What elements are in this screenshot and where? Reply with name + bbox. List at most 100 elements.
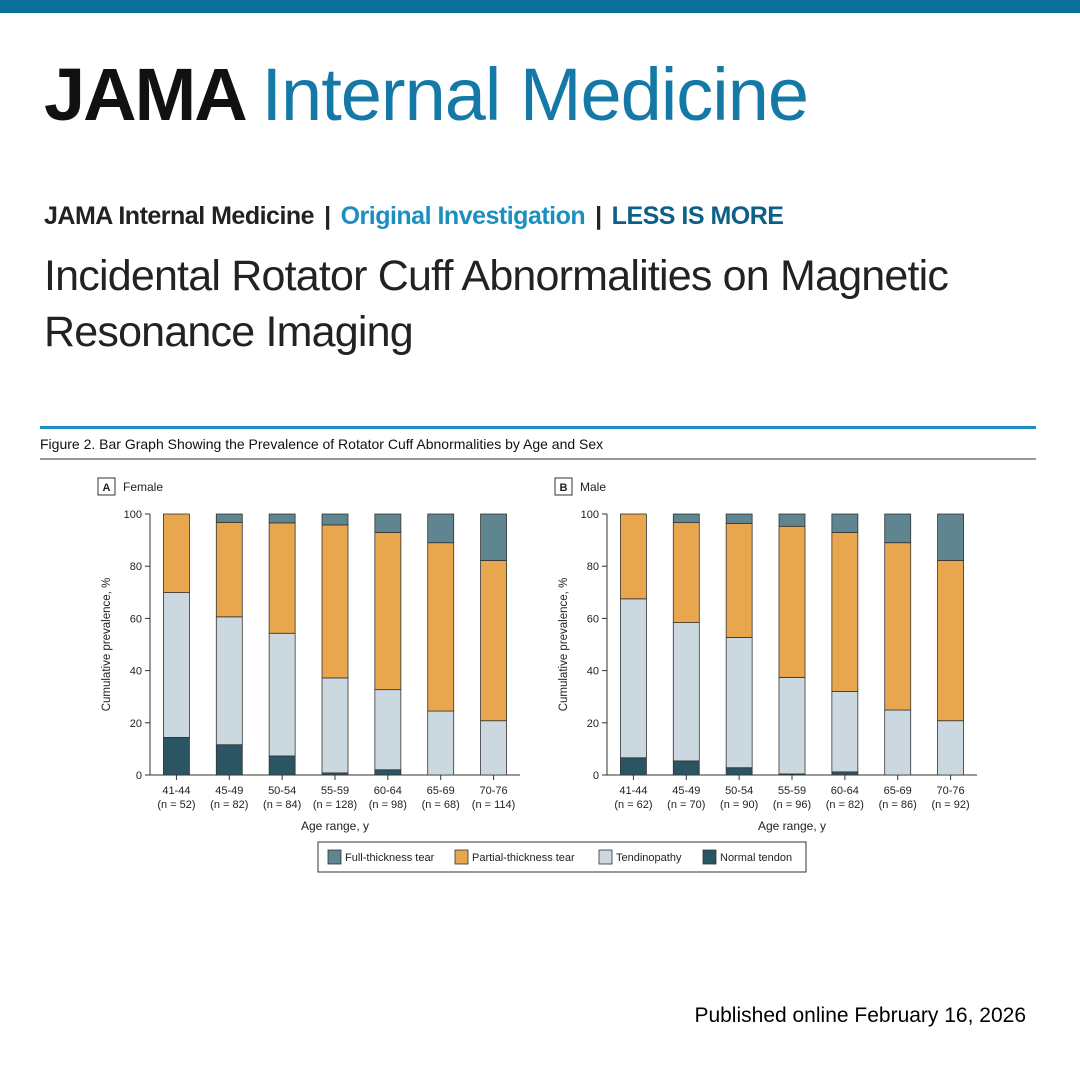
panel-female-x-n-label-55-59: (n = 128) [313,799,357,811]
panel-male-bar-60-64-partial-thickness-tear [831,532,859,692]
top-accent-bar [0,0,1080,13]
panel-female-bar-60-64-tendinopathy [374,689,402,771]
panel-male-x-tick-label-55-59: 55-59 [778,785,806,797]
panel-female-letter-box [97,477,116,496]
panel-female-bar-50-54-tendinopathy [268,632,296,757]
panel-male-x-tick-label-65-69: 65-69 [884,785,912,797]
panel-female-bar-50-54-partial-thickness-tear [268,522,296,634]
legend-full-thickness-tear-swatch [327,849,342,865]
panel-male-bar-50-54-tendinopathy [725,637,753,769]
panel-male-bar-45-49-full-thickness-tear [672,513,700,524]
panel-male-label: Male [580,480,606,494]
panel-female-bar-65-69-full-thickness-tear [427,513,455,544]
figure-top-rule [40,426,1036,429]
panel-female-bar-45-49-tendinopathy [215,616,243,746]
panel-female-bar-41-44-tendinopathy [163,592,190,738]
kicker-series: LESS IS MORE [611,202,784,230]
legend-normal-tendon-label: Normal tendon [720,852,792,864]
panel-male-bar-65-69-partial-thickness-tear [884,542,912,711]
panel-female-y-tick-label-100: 100 [124,509,142,521]
article-kicker: JAMA Internal Medicine | Original Investig… [44,202,784,231]
legend-normal-tendon-swatch [702,849,717,865]
panel-male-letter-box [554,477,573,496]
panel-male-y-tick-label-40: 40 [587,666,599,678]
panel-female-bar-70-76-full-thickness-tear [480,513,507,561]
legend-tendinopathy-label: Tendinopathy [616,852,682,864]
panel-male-bar-45-49-partial-thickness-tear [672,522,700,623]
journal-brand: JAMA Internal Medicine [44,50,810,140]
panel-male-x-n-label-70-76: (n = 92) [931,799,969,811]
published-date: Published online February 16, 2026 [694,1004,1026,1027]
panel-male-bar-45-49-tendinopathy [672,622,700,762]
panel-female-bar-55-59-full-thickness-tear [321,513,349,526]
panel-female-bar-70-76-partial-thickness-tear [480,560,507,722]
legend-tendinopathy-swatch [598,849,613,865]
panel-female-bar-60-64-partial-thickness-tear [374,532,402,691]
panel-female-y-tick-label-80: 80 [130,561,142,573]
panel-female-x-tick-label-45-49: 45-49 [215,785,243,797]
panel-male-x-tick-label-60-64: 60-64 [831,785,859,797]
panel-male-x-tick-label-50-54: 50-54 [725,785,753,797]
panel-female-x-n-label-65-69: (n = 68) [422,799,460,811]
panel-female-x-axis-label: Age range, y [301,819,369,833]
panel-female-bar-41-44-normal-tendon [163,737,190,776]
panel-female-bar-55-59-tendinopathy [321,677,349,774]
panel-female-bar-50-54-full-thickness-tear [268,513,296,524]
panel-male-bar-50-54-normal-tendon [725,767,753,776]
panel-male-y-axis-label: Cumulative prevalence, % [558,578,570,712]
kicker-separator-2: | [595,202,602,230]
panel-female-x-n-label-60-64: (n = 98) [369,799,407,811]
panel-male-x-axis-label: Age range, y [758,819,826,833]
panel-male-y-tick-label-20: 20 [587,718,599,730]
panel-male-y-tick-label-60: 60 [587,613,599,625]
panel-male-bar-50-54-full-thickness-tear [725,513,753,524]
panel-female-bar-45-49-full-thickness-tear [215,513,243,523]
panel-female-x-n-label-41-44: (n = 52) [157,799,195,811]
panel-female-bar-65-69-tendinopathy [427,710,455,776]
article-headline: Incidental Rotator Cuff Abnormalities on… [44,252,949,356]
panel-female-bar-60-64-normal-tendon [374,769,402,776]
panel-female-x-n-label-45-49: (n = 82) [210,799,248,811]
panel-female-y-tick-label-20: 20 [130,718,142,730]
panel-female-y-tick-label-60: 60 [130,613,142,625]
panel-male-x-n-label-50-54: (n = 90) [720,799,758,811]
panel-male-bar-70-76-partial-thickness-tear [937,560,964,722]
panel-male-y-tick-label-100: 100 [581,509,599,521]
panel-female-x-tick-label-55-59: 55-59 [321,785,349,797]
panel-male-x-tick-label-45-49: 45-49 [672,785,700,797]
figure-title: Figure 2. Bar Graph Showing the Prevalen… [40,436,603,452]
panel-male-bar-70-76-tendinopathy [937,720,964,776]
panel-female-x-n-label-50-54: (n = 84) [263,799,301,811]
panel-male-x-n-label-41-44: (n = 62) [614,799,652,811]
panel-male-bar-41-44-partial-thickness-tear [620,513,647,600]
panel-male-bar-45-49-normal-tendon [672,760,700,776]
panel-male-bar-60-64-normal-tendon [831,771,859,776]
panel-female-bar-55-59-partial-thickness-tear [321,524,349,679]
kicker-journal: JAMA Internal Medicine [44,202,315,230]
legend-partial-thickness-tear-label: Partial-thickness tear [472,852,575,864]
legend-box [317,841,807,873]
panel-male-bar-65-69-tendinopathy [884,709,912,776]
kicker-separator-1: | [324,202,331,230]
panel-male-x-n-label-45-49: (n = 70) [667,799,705,811]
legend-partial-thickness-tear-swatch [454,849,469,865]
panel-female-x-tick-label-70-76: 70-76 [480,785,508,797]
panel-male-x-n-label-55-59: (n = 96) [773,799,811,811]
panel-female-bar-45-49-normal-tendon [215,744,243,776]
panel-female-bar-50-54-normal-tendon [268,755,296,776]
brand-journal-name: JAMA [44,53,245,136]
panel-female-x-tick-label-60-64: 60-64 [374,785,402,797]
panel-male-bar-60-64-tendinopathy [831,691,859,773]
panel-female-bar-65-69-partial-thickness-tear [427,542,455,712]
panel-female-y-axis-label: Cumulative prevalence, % [101,578,113,712]
panel-male-bar-55-59-partial-thickness-tear [778,525,806,678]
panel-female-bar-45-49-partial-thickness-tear [215,521,243,618]
panel-male-y-tick-label-80: 80 [587,561,599,573]
brand-specialty-name: Internal Medicine [261,53,810,136]
legend-full-thickness-tear-label: Full-thickness tear [345,852,435,864]
panel-male-x-n-label-60-64: (n = 82) [826,799,864,811]
panel-male-x-tick-label-41-44: 41-44 [619,785,647,797]
panel-female-y-tick-label-40: 40 [130,666,142,678]
panel-male-bar-60-64-full-thickness-tear [831,513,859,533]
panel-male-bar-41-44-tendinopathy [620,598,647,759]
